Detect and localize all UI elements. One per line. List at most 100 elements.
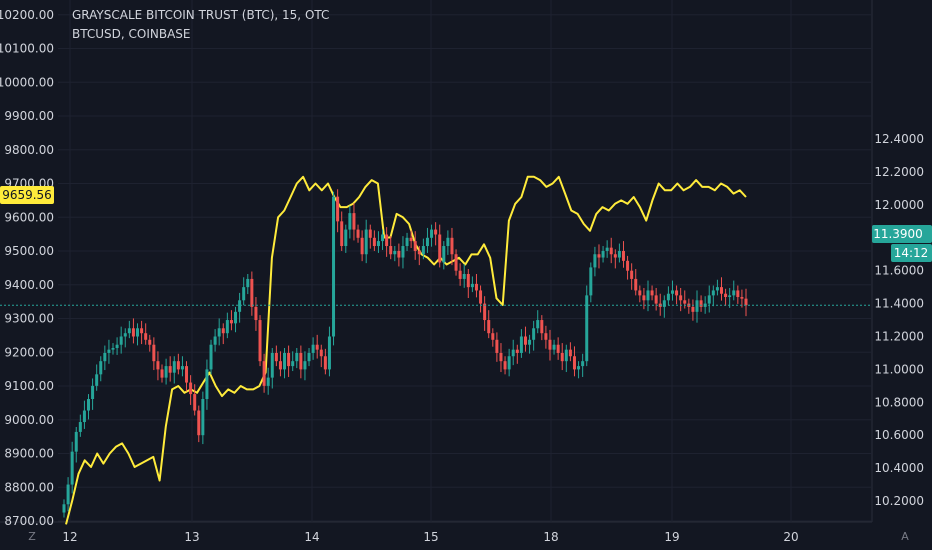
candle-down [675,290,679,296]
candle-down [152,344,156,362]
candle-down [140,328,144,334]
zoom-button[interactable]: Z [28,530,36,543]
candle-up [66,484,70,505]
candle-down [160,369,164,378]
candle-up [393,250,397,255]
candle-down [189,382,193,395]
right-tick-label: 10.8000 [874,395,924,409]
candle-up [707,295,711,304]
candle-down [638,290,642,296]
candle-down [413,241,417,251]
candle-up [405,237,409,247]
candle-up [74,431,78,452]
x-tick-label: 13 [184,530,199,544]
candle-up [470,283,474,288]
candle-up [552,344,556,350]
candle-up [180,366,184,370]
btc-line-layer [65,175,747,525]
candle-up [715,287,719,291]
candle-up [307,352,311,362]
candle-down [258,320,262,362]
candle-down [487,320,491,334]
candle-down [323,356,327,370]
candle-up [442,246,446,263]
candle-down [613,254,617,258]
candle-down [650,290,654,296]
candle-down [356,229,360,238]
candle-up [123,333,127,337]
candle-up [666,293,670,301]
candle-down [221,328,225,334]
candle-up [291,361,295,367]
right-tick-label: 11.6000 [874,264,924,278]
candle-down [185,366,189,383]
left-tick-label: 9600.00 [4,210,54,224]
right-price-tag-bg [872,225,932,243]
candle-up [303,361,307,370]
left-price-tag-bg [0,186,54,204]
candle-up [344,229,348,247]
left-tick-label: 9800.00 [4,143,54,157]
countdown-label: 14:12 [894,246,929,260]
candle-up [532,328,536,340]
candle-down [385,234,389,247]
candle-down [438,234,442,263]
candle-down [397,250,401,258]
right-tick-label: 12.2000 [874,165,924,179]
left-tick-label: 9200.00 [4,345,54,359]
left-tick-label: 9400.00 [4,278,54,292]
candle-up [234,311,238,324]
chart-title: GRAYSCALE BITCOIN TRUST (BTC), 15, OTC [72,8,330,22]
candle-up [536,320,540,329]
candle-down [454,254,458,271]
candle-up [728,295,732,298]
candle-down [148,339,152,345]
left-price-tag: 9659.56 [2,188,52,202]
right-axis-bg [872,0,932,550]
x-tick-label: 14 [304,530,319,544]
candle-up [164,366,168,378]
candle-down [499,352,503,362]
candle-down [315,344,319,350]
auto-scale-button[interactable]: A [901,530,909,543]
x-tick-label: 12 [62,530,77,544]
candle-down [634,278,638,291]
candle-up [732,290,736,296]
candle-down [560,352,564,362]
candle-up [111,348,115,350]
candle-up [421,246,425,255]
candle-down [450,237,454,255]
candle-down [409,237,413,242]
candle-down [740,297,744,299]
candle-down [719,287,723,294]
candle-up [381,234,385,242]
left-tick-label: 8800.00 [4,480,54,494]
candle-up [209,344,213,370]
candle-up [242,287,246,301]
candle-down [352,213,356,230]
candle-down [503,361,507,370]
countdown-bg [891,244,932,262]
candle-down [515,349,519,353]
candle-down [254,306,258,321]
candle-down [360,237,364,255]
left-tick-label: 8700.00 [4,514,54,528]
candle-down [466,273,470,288]
candle-down [597,254,601,258]
candle-down [168,366,172,373]
candle-up [662,300,666,307]
candle-up [127,328,131,334]
candlesticks [62,189,748,518]
candle-down [679,295,683,301]
candle-up [695,300,699,312]
candle-up [507,356,511,370]
candle-down [156,361,160,370]
candle-up [70,451,74,485]
right-tick-label: 10.4000 [874,461,924,475]
candle-up [401,246,405,258]
candle-down [372,237,376,247]
candle-up [266,377,270,386]
candle-down [491,333,495,340]
